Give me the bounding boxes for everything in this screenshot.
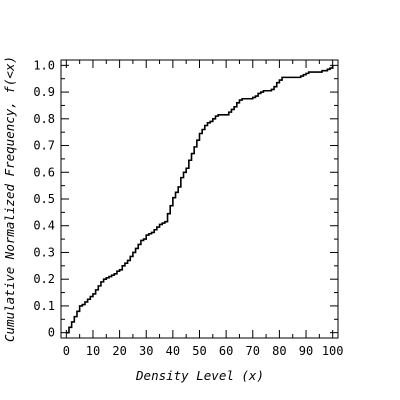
y-tick-label: 0.1	[33, 299, 55, 313]
x-tick-label: 0	[63, 344, 70, 358]
x-tick-label: 70	[246, 344, 260, 358]
x-tick-label: 40	[166, 344, 180, 358]
y-tick-label: 0.3	[33, 245, 55, 259]
plot-frame	[60, 59, 339, 339]
y-tick-label: 0.9	[33, 85, 55, 99]
y-tick-label: 1.0	[33, 58, 55, 72]
x-tick-label: 60	[219, 344, 233, 358]
x-tick-label: 50	[192, 344, 206, 358]
x-tick-label: 20	[112, 344, 126, 358]
y-tick-label: 0.2	[33, 272, 55, 286]
y-axis-label: Cumulative Normalized Frequency, f(<x)	[2, 56, 17, 342]
y-tick-label: 0	[48, 326, 55, 340]
x-tick-label: 100	[322, 344, 344, 358]
y-tick-label: 0.8	[33, 112, 55, 126]
axis-ticks	[61, 60, 338, 338]
y-tick-label: 0.6	[33, 165, 55, 179]
cumulative-curve	[66, 65, 334, 334]
x-tick-label: 80	[272, 344, 286, 358]
x-tick-label: 90	[299, 344, 313, 358]
x-tick-label: 10	[86, 344, 100, 358]
tick-labels: 0 10 20 30 40 50 60 70 80 90 100 0 0.1 0.2 0.3 0.4 0.5 0.…	[33, 58, 343, 358]
x-tick-label: 30	[139, 344, 153, 358]
x-axis-label: Density Level (x)	[135, 368, 264, 383]
y-tick-label: 0.7	[33, 139, 55, 153]
y-tick-label: 0.5	[33, 192, 55, 206]
y-tick-label: 0.4	[33, 219, 55, 233]
